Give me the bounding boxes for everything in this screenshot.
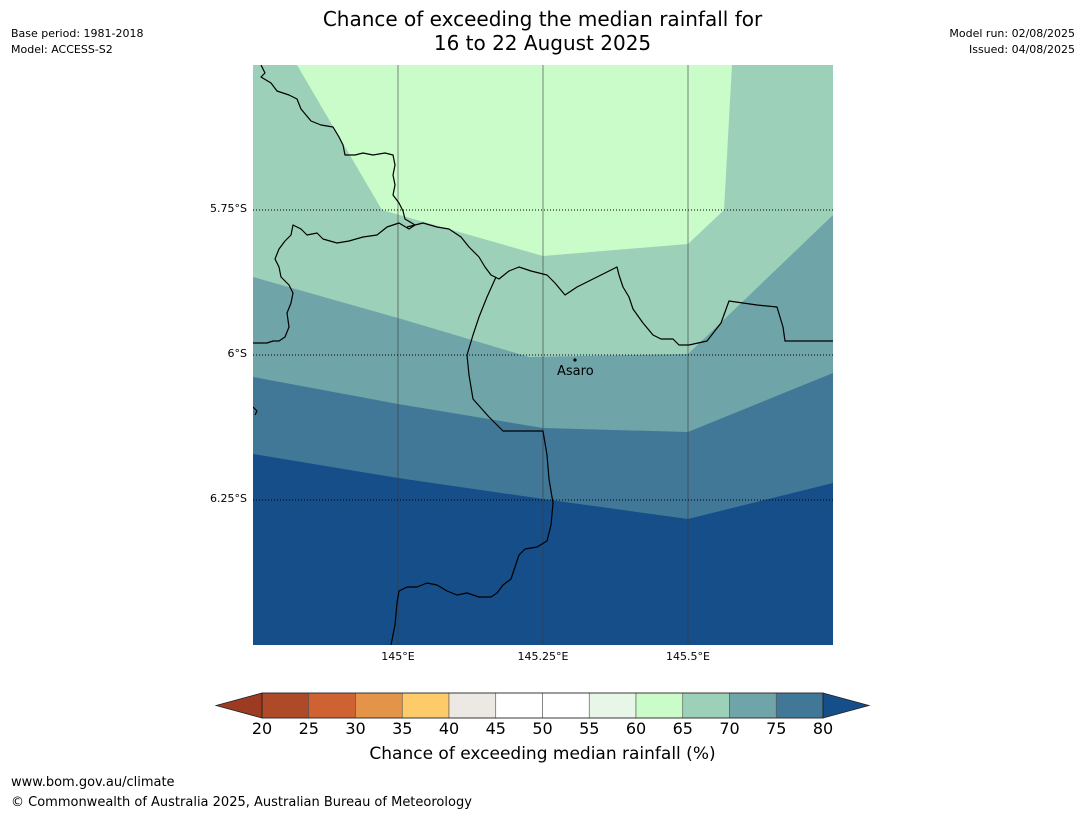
colorbar-cell (682, 692, 730, 719)
colorbar-tick-label: 45 (485, 719, 506, 738)
colorbar-tick-label: 40 (438, 719, 460, 738)
colorbar-cell (775, 692, 824, 719)
colorbar-tick-label: 25 (298, 719, 319, 738)
colorbar-tick-label: 80 (812, 719, 834, 738)
colorbar-cell (542, 692, 590, 719)
colorbar-tick-label: 65 (672, 719, 693, 738)
band-60-65 (297, 65, 732, 256)
lon-label-145-25: 145.25°E (517, 650, 569, 663)
colorbar-tick-label: 55 (579, 719, 600, 738)
lat-label-6-25: 6.25°S (210, 492, 247, 505)
colorbar-cell (261, 692, 310, 719)
colorbar-label: Chance of exceeding median rainfall (%) (369, 744, 716, 764)
asaro-marker (573, 358, 577, 362)
colorbar-tick-label: 35 (392, 719, 413, 738)
boundary-central (406, 222, 833, 346)
lon-label-145: 145°E (381, 650, 415, 663)
colorbar-tick-label: 50 (532, 719, 553, 738)
title-line-1: Chance of exceeding the median rainfall … (322, 7, 763, 31)
colorbar (215, 692, 871, 719)
meta-left: Base period: 1981-2018 Model: ACCESS-S2 (11, 26, 143, 58)
lon-label-145-5: 145.5°E (666, 650, 710, 663)
colorbar-cell (448, 692, 497, 719)
colorbar-cell (308, 692, 356, 719)
colorbar-tick-label: 60 (625, 719, 647, 738)
place-label-asaro: Asaro (557, 364, 594, 379)
model-text: Model: ACCESS-S2 (11, 43, 113, 56)
colorbar-tick-label: 30 (345, 719, 366, 738)
lat-label-6: 6°S (227, 347, 247, 360)
colorbar-tick-label: 20 (251, 719, 273, 738)
boundary-north (253, 65, 416, 344)
footer-url[interactable]: www.bom.gov.au/climate (11, 775, 175, 790)
footer-copyright: © Commonwealth of Australia 2025, Austra… (11, 795, 472, 810)
colorbar-cell (729, 692, 777, 719)
boundary-west-fragment (253, 406, 258, 416)
issued-text: Issued: 04/08/2025 (968, 43, 1075, 56)
base-period-text: Base period: 1981-2018 (11, 27, 144, 40)
lat-label-5-75: 5.75°S (210, 202, 247, 215)
title-line-2: 16 to 22 August 2025 (433, 31, 652, 55)
colorbar-under-arrow (215, 692, 263, 719)
colorbar-cell (495, 692, 543, 719)
boundary-south (390, 276, 554, 645)
colorbar-cell (355, 692, 403, 719)
colorbar-tick-label: 75 (766, 719, 787, 738)
colorbar-tick-label: 70 (719, 719, 740, 738)
meta-right: Model run: 02/08/2025 Issued: 04/08/2025 (949, 26, 1075, 58)
rainfall-map (253, 65, 833, 645)
model-run-text: Model run: 02/08/2025 (949, 27, 1075, 40)
colorbar-cell (635, 692, 684, 719)
colorbar-cell (588, 692, 637, 719)
chart-title: Chance of exceeding the median rainfall … (0, 7, 1085, 55)
colorbar-over-arrow (822, 692, 871, 719)
colorbar-cell (401, 692, 450, 719)
